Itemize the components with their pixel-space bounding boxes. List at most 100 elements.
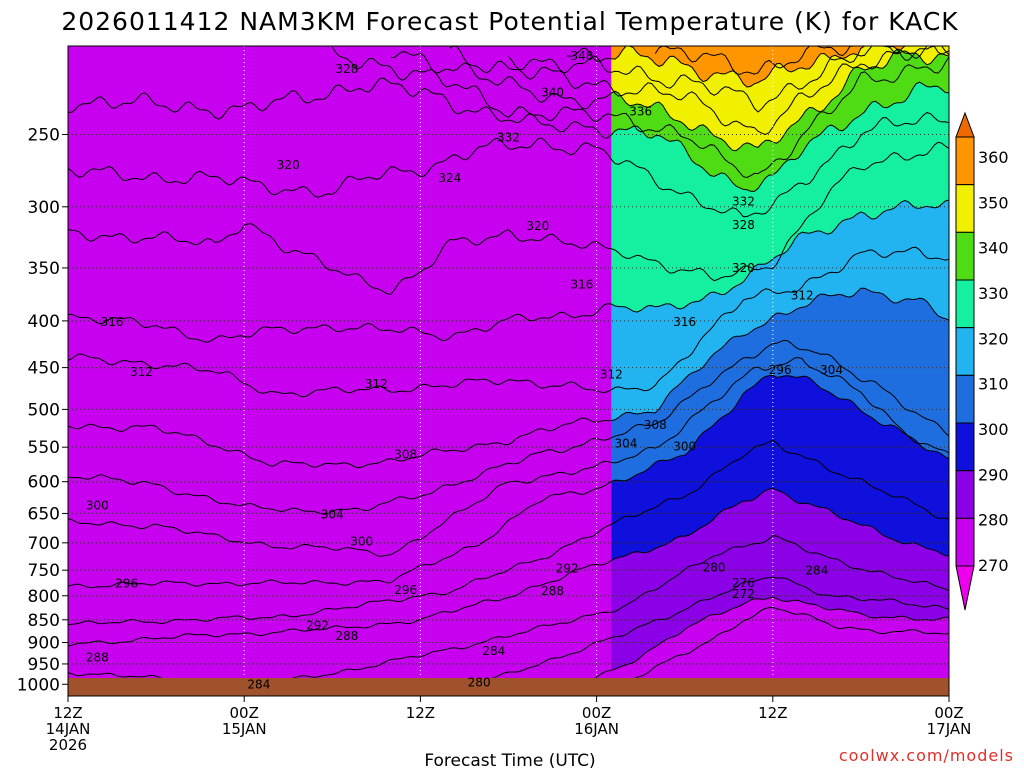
contour-label: 312 bbox=[600, 368, 623, 382]
y-tick-label: 500 bbox=[28, 400, 60, 420]
x-axis-label: Forecast Time (UTC) bbox=[424, 751, 595, 768]
plot-frame bbox=[67, 45, 950, 697]
x-tick-label: 00Z bbox=[582, 704, 611, 722]
contour-label: 292 bbox=[556, 562, 579, 576]
contour-label: 300 bbox=[86, 498, 109, 512]
colorbar-bottom-arrow bbox=[955, 565, 975, 611]
colorbar-label: 280 bbox=[978, 511, 1009, 530]
x-tick-label: 12Z bbox=[406, 704, 435, 722]
colorbar-segment bbox=[955, 374, 975, 424]
contour-label: 320 bbox=[732, 261, 755, 275]
y-tick-label: 1000 bbox=[17, 675, 60, 695]
contour-label: 308 bbox=[394, 447, 417, 461]
chart-title: 2026011412 NAM3KM Forecast Potential Tem… bbox=[61, 7, 958, 36]
isentrope-line-328 bbox=[68, 77, 949, 192]
isentrope-line-336 bbox=[390, 48, 949, 152]
contour-label: 296 bbox=[115, 577, 138, 591]
contour-label: 328 bbox=[732, 218, 755, 232]
contour-label: 280 bbox=[468, 675, 491, 689]
x-tick-label: 00Z bbox=[230, 704, 259, 722]
isentrope-line-308 bbox=[68, 287, 949, 469]
contour-label: 320 bbox=[526, 219, 549, 233]
isentrope-line-272 bbox=[611, 606, 949, 690]
y-tick-label: 250 bbox=[28, 125, 60, 145]
colorbar-label: 310 bbox=[978, 375, 1009, 394]
contour-label: 316 bbox=[570, 278, 593, 292]
isentrope-fills bbox=[68, 46, 949, 696]
isentrope-line-288 bbox=[68, 487, 949, 647]
contour-label: 332 bbox=[497, 131, 520, 145]
contour-label: 312 bbox=[130, 365, 153, 379]
contour-label: 276 bbox=[732, 576, 755, 590]
colorbar-label: 290 bbox=[978, 465, 1009, 484]
isentrope-line-312 bbox=[68, 246, 949, 398]
contour-label: 272 bbox=[732, 587, 755, 601]
isentrope-line-344 bbox=[508, 46, 949, 113]
contour-label: 348 bbox=[570, 49, 593, 63]
colorbar: 270 280 290 300 310 320 330 340 350 360 bbox=[955, 111, 1009, 611]
contour-label: 324 bbox=[438, 171, 461, 185]
isentrope-line-348 bbox=[567, 46, 949, 88]
colorbar-segment bbox=[955, 327, 975, 376]
y-tick-label: 350 bbox=[28, 259, 60, 279]
contour-label: 304 bbox=[615, 437, 638, 451]
colorbar-label: 340 bbox=[978, 239, 1009, 258]
isentrope-line-332 bbox=[331, 46, 949, 179]
contour-label: 304 bbox=[321, 508, 344, 522]
x-tick-label: 15JAN bbox=[222, 720, 267, 738]
x-tick-label: 2026 bbox=[49, 736, 87, 754]
colorbar-segment bbox=[955, 517, 975, 567]
y-tick-label: 600 bbox=[28, 473, 60, 493]
isentrope-line-316 bbox=[68, 199, 949, 343]
colorbar-label: 330 bbox=[978, 284, 1009, 303]
x-tick-label: 12Z bbox=[53, 704, 82, 722]
x-tick-label: 14JAN bbox=[46, 720, 91, 738]
contour-label: 328 bbox=[336, 62, 359, 76]
contour-label: 300 bbox=[673, 439, 696, 453]
contour-label: 300 bbox=[350, 535, 373, 549]
y-tick-label: 750 bbox=[28, 561, 60, 581]
contour-label: 332 bbox=[732, 194, 755, 208]
contour-label: 312 bbox=[791, 288, 814, 302]
y-tick-label: 450 bbox=[28, 359, 60, 379]
contour-label: 288 bbox=[541, 584, 564, 598]
isentrope-fill-272 bbox=[68, 46, 949, 696]
isentrope-line-324 bbox=[68, 112, 949, 218]
y-axis: 2503003504004505005506006507007508008509… bbox=[17, 125, 68, 695]
contour-label: 296 bbox=[394, 583, 417, 597]
y-tick-label: 400 bbox=[28, 312, 60, 332]
contour-label: 316 bbox=[101, 315, 124, 329]
colorbar-label: 300 bbox=[978, 420, 1009, 439]
plot-area: 328 348 340 336 332 324 320 332 328 320 320 316 312 3… bbox=[68, 46, 949, 696]
colorbar-segment bbox=[955, 184, 975, 233]
colorbar-label: 320 bbox=[978, 329, 1009, 348]
isentrope-line-276 bbox=[567, 596, 949, 690]
contour-label: 336 bbox=[629, 105, 652, 119]
colorbar-top-arrow bbox=[955, 111, 975, 138]
isentrope-line-296 bbox=[68, 374, 949, 589]
contour-labels: 328 348 340 336 332 324 320 332 328 320 320 316 312 3… bbox=[86, 49, 843, 691]
y-tick-label: 850 bbox=[28, 611, 60, 631]
isentrope-lines bbox=[68, 46, 949, 691]
contour-label: 292 bbox=[306, 618, 329, 632]
colorbar-segment bbox=[955, 136, 975, 186]
y-tick-label: 900 bbox=[28, 633, 60, 653]
colorbar-segment bbox=[955, 231, 975, 281]
contour-label: 288 bbox=[86, 651, 109, 665]
ground-terrain bbox=[68, 678, 949, 696]
colorbar-segment bbox=[955, 279, 975, 329]
colorbar-segment bbox=[955, 470, 975, 519]
y-tick-label: 800 bbox=[28, 587, 60, 607]
x-tick-label: 00Z bbox=[934, 704, 963, 722]
contour-label: 308 bbox=[644, 418, 667, 432]
credit-text: coolwx.com/models bbox=[839, 746, 1014, 765]
contour-label: 320 bbox=[277, 158, 300, 172]
colorbar-segment bbox=[955, 422, 975, 472]
contour-label: 284 bbox=[805, 564, 828, 578]
y-tick-label: 650 bbox=[28, 504, 60, 524]
isentrope-line-340 bbox=[449, 46, 949, 136]
x-tick-label: 16JAN bbox=[574, 720, 619, 738]
isentrope-line-352 bbox=[654, 46, 861, 75]
